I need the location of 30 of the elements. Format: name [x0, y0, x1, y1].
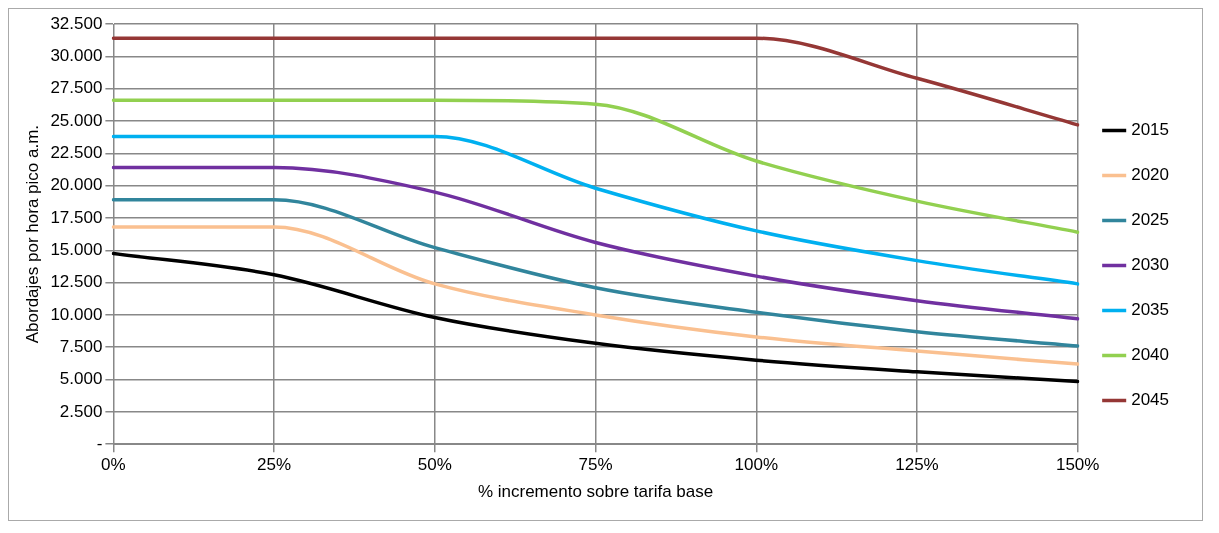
legend-label: 2025 [1131, 210, 1170, 230]
y-axis-title: Abordajes por hora pico a.m. [22, 124, 42, 344]
x-tick-label: 100% [734, 455, 778, 475]
y-tick-label: 22.500 [50, 142, 103, 162]
x-tick-label: 25% [257, 455, 292, 475]
legend-label: 2020 [1131, 165, 1170, 185]
y-tick-label: 20.000 [50, 175, 103, 195]
legend-label: 2035 [1131, 300, 1170, 320]
legend-label: 2040 [1131, 345, 1170, 365]
x-tick-label: 75% [578, 455, 613, 475]
y-tick-label: 5.000 [59, 369, 103, 389]
x-axis-title: % incremento sobre tarifa base [477, 482, 714, 502]
y-tick-label: 30.000 [50, 46, 103, 66]
legend-label: 2045 [1131, 390, 1170, 410]
y-tick-label: 10.000 [50, 304, 103, 324]
y-tick-label: 12.500 [50, 272, 103, 292]
y-tick-label: - [96, 433, 103, 453]
x-tick-label: 125% [895, 455, 939, 475]
y-tick-label: 17.500 [50, 207, 103, 227]
legend-label: 2030 [1131, 255, 1170, 275]
y-tick-label: 25.000 [50, 110, 103, 130]
y-tick-label: 32.500 [50, 13, 103, 33]
x-tick-label: 0% [101, 455, 126, 475]
legend-label: 2015 [1131, 120, 1170, 140]
y-tick-label: 7.500 [59, 336, 103, 356]
x-tick-label: 150% [1055, 455, 1100, 475]
y-tick-label: 15.000 [50, 239, 103, 259]
y-tick-label: 27.500 [50, 78, 103, 98]
y-tick-label: 2.500 [59, 401, 103, 421]
x-tick-label: 50% [417, 455, 452, 475]
